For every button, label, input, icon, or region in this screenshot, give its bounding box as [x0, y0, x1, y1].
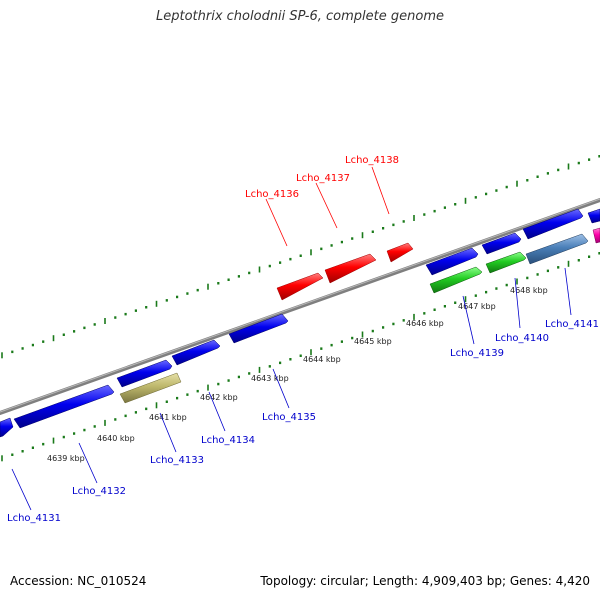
gene-label[interactable]: Lcho_4136 — [245, 189, 299, 200]
upper-tick-track — [1, 155, 600, 359]
gene-leader-line — [265, 198, 288, 247]
gene-leader-line — [514, 277, 521, 329]
cds-red[interactable] — [324, 253, 377, 284]
gene-label[interactable]: Lcho_4141 — [545, 319, 599, 330]
cds-blue[interactable] — [116, 359, 173, 388]
kbp-label: 4639 kbp — [47, 454, 85, 463]
gene-leader-line — [564, 267, 572, 316]
cds-steelblue[interactable] — [525, 233, 589, 265]
cds-blue[interactable] — [171, 339, 221, 366]
gene-label[interactable]: Lcho_4138 — [345, 155, 399, 166]
kbp-label: 4648 kbp — [510, 286, 548, 295]
gene-leader-line — [78, 442, 98, 484]
map-title: Leptothrix cholodnii SP-6, complete geno… — [156, 9, 444, 24]
topology-text: Topology: circular; — [260, 574, 369, 588]
gene-leader-line — [11, 468, 32, 511]
cds-blue[interactable] — [522, 208, 584, 240]
cds-magenta[interactable] — [592, 227, 600, 244]
gene-leader-line — [159, 412, 177, 453]
length-text: Length: 4,909,403 bp; — [372, 574, 507, 588]
cds-blue[interactable] — [481, 232, 522, 255]
gene-label[interactable]: Lcho_4137 — [296, 173, 350, 184]
cds-blue[interactable] — [228, 313, 289, 344]
accession-label: Accession: — [10, 574, 74, 588]
gene-leader-line — [462, 295, 475, 345]
gene-label[interactable]: Lcho_4140 — [495, 333, 549, 344]
gene-label[interactable]: Lcho_4132 — [72, 486, 126, 497]
genes-count-text: Genes: 4,420 — [509, 574, 590, 588]
genome-backbone-highlight — [0, 198, 600, 413]
cds-blue[interactable] — [0, 417, 14, 438]
cds-blue[interactable] — [13, 384, 115, 429]
gene-label[interactable]: Lcho_4131 — [7, 513, 61, 524]
forward-gene-labels: Lcho_4131 Lcho_4132 Lcho_4133 Lcho_4134 … — [7, 267, 599, 524]
reverse-gene-labels: Lcho_4136 Lcho_4137 Lcho_4138 — [245, 155, 399, 247]
accession-info: Accession: NC_010524 — [10, 574, 146, 588]
accession-value: NC_010524 — [77, 574, 147, 588]
forward-strand-genes — [0, 208, 600, 438]
cds-blue[interactable] — [425, 247, 479, 276]
gene-label[interactable]: Lcho_4133 — [150, 455, 204, 466]
gene-leader-line — [208, 391, 226, 432]
kbp-labels: 4639 kbp 4640 kbp 4641 kbp 4642 kbp 4643… — [47, 286, 548, 463]
kbp-label: 4644 kbp — [303, 355, 341, 364]
kbp-label: 4647 kbp — [458, 302, 496, 311]
cds-blue[interactable] — [587, 208, 600, 224]
cds-red[interactable] — [276, 272, 324, 301]
gene-label[interactable]: Lcho_4139 — [450, 348, 504, 359]
kbp-label: 4642 kbp — [200, 393, 238, 402]
kbp-label: 4646 kbp — [406, 319, 444, 328]
cds-khaki[interactable] — [119, 372, 182, 404]
gene-leader-line — [371, 166, 390, 215]
lower-tick-track — [1, 252, 600, 462]
cds-green[interactable] — [429, 266, 483, 294]
gene-leader-line — [315, 182, 338, 229]
gene-label[interactable]: Lcho_4134 — [201, 435, 255, 446]
cds-red[interactable] — [386, 242, 414, 263]
gene-leader-line — [272, 368, 290, 409]
genome-backbone — [0, 198, 600, 415]
cds-green[interactable] — [485, 251, 527, 274]
kbp-label: 4641 kbp — [149, 413, 187, 422]
reverse-strand-genes — [276, 242, 414, 301]
kbp-label: 4643 kbp — [251, 374, 289, 383]
kbp-label: 4645 kbp — [354, 337, 392, 346]
kbp-label: 4640 kbp — [97, 434, 135, 443]
gene-label[interactable]: Lcho_4135 — [262, 412, 316, 423]
genome-summary: Topology: circular; Length: 4,909,403 bp… — [260, 574, 590, 588]
